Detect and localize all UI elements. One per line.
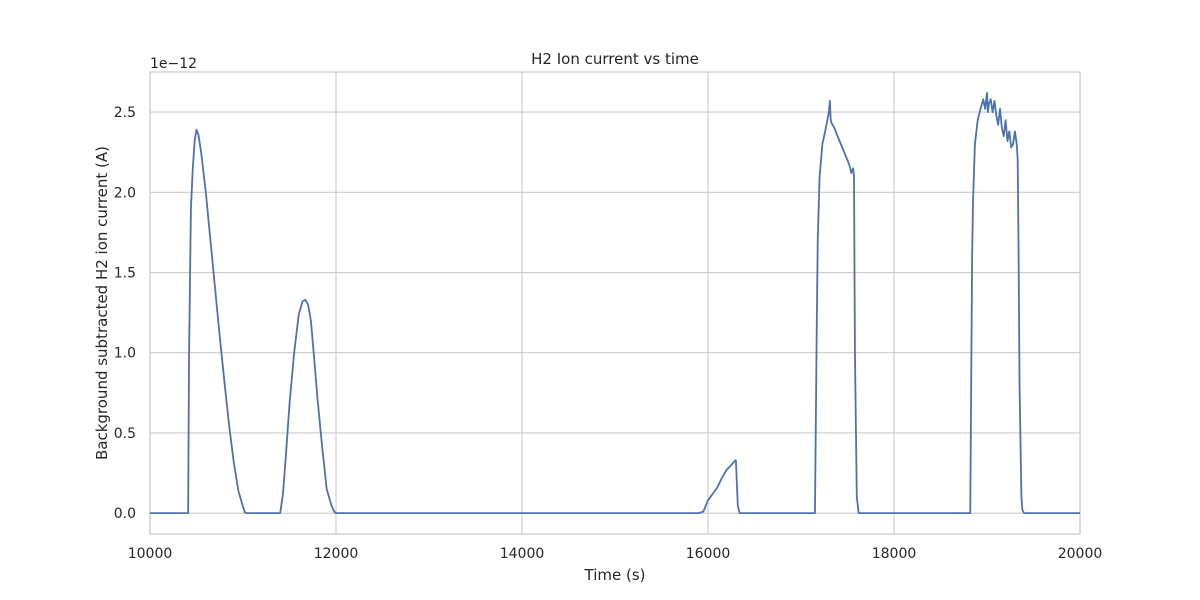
y-tick-label: 1.5 <box>114 266 136 282</box>
x-tick-label: 18000 <box>872 546 917 562</box>
x-tick-label: 16000 <box>686 546 731 562</box>
x-tick-label: 12000 <box>314 546 359 562</box>
y-offset-label: 1e−12 <box>150 56 197 72</box>
y-tick-label: 0.5 <box>114 426 136 442</box>
y-tick-label: 0.0 <box>114 506 136 522</box>
y-tick-label: 1.0 <box>114 346 136 362</box>
x-axis: 10000 12000 14000 16000 18000 20000 <box>128 546 1103 562</box>
series-group <box>150 91 1080 515</box>
y-axis-label: Background subtracted H2 ion current (A) <box>93 146 111 460</box>
y-axis: 0.0 0.5 1.0 1.5 2.0 2.5 <box>114 105 136 522</box>
y-tick-label: 2.0 <box>114 185 136 201</box>
x-tick-label: 14000 <box>500 546 545 562</box>
series-line <box>150 91 1080 515</box>
y-tick-label: 2.5 <box>114 105 136 121</box>
x-axis-label: Time (s) <box>584 566 646 584</box>
plot-frame <box>149 71 1081 535</box>
x-tick-label: 10000 <box>128 546 173 562</box>
chart-title: H2 Ion current vs time <box>531 50 699 68</box>
x-tick-label: 20000 <box>1058 546 1103 562</box>
